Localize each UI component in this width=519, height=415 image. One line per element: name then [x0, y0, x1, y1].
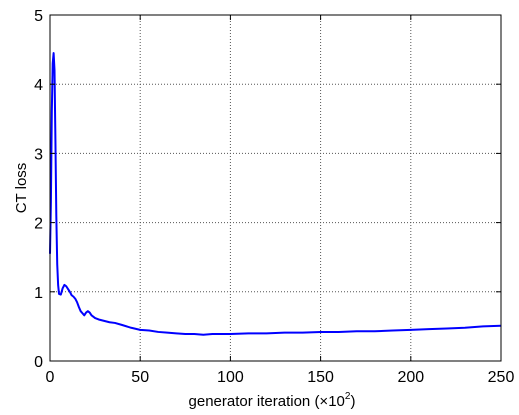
axes-box	[49, 14, 502, 362]
y-tick-label-1: 1	[34, 285, 43, 302]
x-axis-label-close: )	[350, 393, 355, 410]
y-tick-label-5: 5	[34, 8, 43, 25]
y-tick-label-0: 0	[34, 354, 43, 371]
grid-lines	[50, 15, 501, 361]
y-tick-label-4: 4	[34, 77, 43, 94]
series-line-ct-loss	[49, 52, 502, 336]
x-tick-label-0: 0	[46, 369, 55, 386]
x-tick-label-250: 250	[488, 369, 515, 386]
y-tick-label-2: 2	[34, 216, 43, 233]
x-tick-label-200: 200	[397, 369, 424, 386]
plot-background	[50, 15, 501, 361]
y-tick-label-3: 3	[34, 146, 43, 163]
tick-marks	[49, 14, 502, 362]
x-axis-label-main: generator iteration (×10	[189, 393, 345, 410]
x-tick-label-150: 150	[307, 369, 334, 386]
y-axis-label: CT loss	[13, 163, 30, 214]
x-axis-label-exponent: 2	[345, 391, 351, 402]
x-tick-label-50: 50	[131, 369, 149, 386]
x-tick-label-100: 100	[217, 369, 244, 386]
x-axis-label: generator iteration (×102)	[189, 391, 356, 410]
tick-labels: 0 50 100 150 200 250 0 1 2 3 4 5	[34, 8, 514, 386]
